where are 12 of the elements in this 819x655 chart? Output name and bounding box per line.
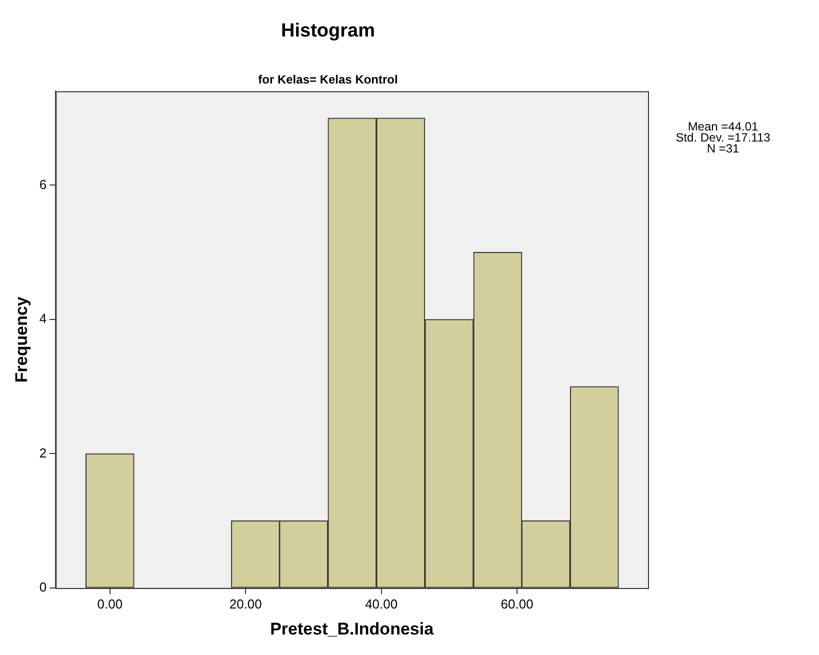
x-axis-title: Pretest_B.Indonesia bbox=[270, 619, 434, 638]
y-tick-label: 2 bbox=[39, 445, 47, 460]
y-tick-label: 6 bbox=[39, 176, 47, 192]
x-tick-label: 20.00 bbox=[229, 596, 262, 612]
chart-title: Histogram bbox=[281, 20, 375, 42]
x-tick-label: 60.00 bbox=[500, 596, 534, 612]
chart-subtitle: for Kelas= Kelas Kontrol bbox=[258, 72, 398, 86]
x-tick-label: 0.00 bbox=[97, 596, 123, 612]
y-axis-title: Frequency bbox=[12, 296, 31, 383]
y-tick-label: 0 bbox=[39, 580, 47, 595]
y-tick-label: 4 bbox=[39, 311, 47, 326]
x-tick-label: 40.00 bbox=[365, 596, 398, 612]
